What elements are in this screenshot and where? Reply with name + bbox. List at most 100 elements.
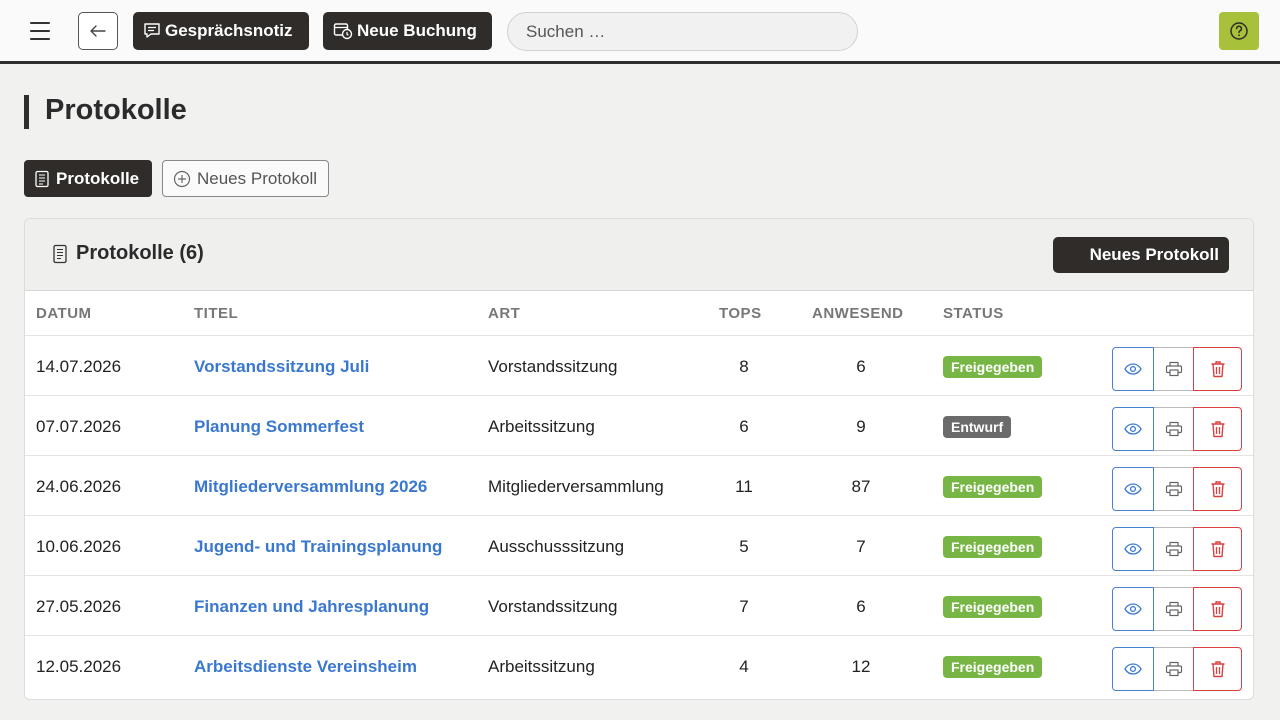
search-input[interactable] bbox=[507, 12, 858, 51]
column-header-datum: DATUM bbox=[36, 305, 92, 322]
row-art: Mitgliederversammlung bbox=[488, 477, 664, 496]
view-button[interactable] bbox=[1112, 647, 1154, 691]
row-tops: 6 bbox=[739, 417, 749, 436]
row-anwesend: 6 bbox=[856, 357, 866, 376]
table-row: 27.05.2026 Finanzen und Jahresplanung Vo… bbox=[25, 575, 1253, 635]
tab-neues-protokoll[interactable]: Neues Protokoll bbox=[162, 160, 329, 197]
table-row: 12.05.2026 Arbeitsdienste Vereinsheim Ar… bbox=[25, 635, 1253, 695]
trash-icon bbox=[1211, 361, 1224, 378]
status-badge: Freigegeben bbox=[943, 656, 1043, 678]
gespraechsnotiz-button[interactable]: Gesprächsnotiz bbox=[133, 12, 309, 50]
trash-icon bbox=[1211, 541, 1224, 558]
view-button[interactable] bbox=[1112, 467, 1154, 511]
tab-protokolle[interactable]: Protokolle bbox=[24, 160, 152, 197]
row-datum: 27.05.2026 bbox=[36, 597, 122, 616]
hamburger-icon[interactable] bbox=[30, 22, 50, 40]
eye-icon bbox=[1124, 483, 1142, 495]
row-titel-link[interactable]: Jugend- und Trainingsplanung bbox=[194, 537, 443, 556]
status-badge: Freigegeben bbox=[943, 356, 1043, 378]
booking-icon bbox=[333, 23, 353, 40]
plus-circle-icon bbox=[173, 170, 191, 187]
eye-icon bbox=[1124, 543, 1142, 555]
help-button[interactable] bbox=[1219, 12, 1259, 50]
delete-button[interactable] bbox=[1193, 587, 1242, 631]
printer-icon bbox=[1165, 601, 1182, 617]
row-titel-link[interactable]: Mitgliederversammlung 2026 bbox=[194, 477, 428, 496]
eye-icon bbox=[1124, 423, 1142, 435]
neues-protokoll-button[interactable]: Neues Protokoll bbox=[1053, 237, 1229, 273]
view-button[interactable] bbox=[1112, 527, 1154, 571]
row-titel-link[interactable]: Vorstandssitzung Juli bbox=[194, 357, 370, 376]
table-row: 10.06.2026 Jugend- und Trainingsplanung … bbox=[25, 515, 1253, 575]
row-art: Ausschusssitzung bbox=[488, 537, 625, 556]
print-button[interactable] bbox=[1154, 587, 1193, 631]
gespraechsnotiz-label: Gesprächsnotiz bbox=[165, 21, 293, 40]
row-art: Vorstandssitzung bbox=[488, 597, 618, 616]
printer-icon bbox=[1165, 361, 1182, 377]
print-button[interactable] bbox=[1154, 407, 1193, 451]
printer-icon bbox=[1165, 421, 1182, 437]
view-button[interactable] bbox=[1112, 347, 1154, 391]
row-datum: 07.07.2026 bbox=[36, 417, 122, 436]
tab-neues-protokoll-label: Neues Protokoll bbox=[197, 168, 318, 188]
view-button[interactable] bbox=[1112, 407, 1154, 451]
row-titel-link[interactable]: Planung Sommerfest bbox=[194, 417, 365, 436]
card-title: Protokolle (6) bbox=[51, 242, 204, 265]
delete-button[interactable] bbox=[1193, 467, 1242, 511]
trash-icon bbox=[1211, 481, 1224, 498]
neue-buchung-label: Neue Buchung bbox=[357, 21, 477, 40]
row-art: Vorstandssitzung bbox=[488, 357, 618, 376]
trash-icon bbox=[1211, 601, 1224, 618]
row-anwesend: 87 bbox=[851, 477, 871, 496]
document-list-icon bbox=[53, 244, 67, 263]
question-icon bbox=[1230, 22, 1248, 40]
row-titel-link[interactable]: Arbeitsdienste Vereinsheim bbox=[194, 657, 417, 676]
row-actions bbox=[1112, 527, 1242, 571]
column-header-art: ART bbox=[488, 305, 521, 322]
delete-button[interactable] bbox=[1193, 347, 1242, 391]
row-tops: 5 bbox=[739, 537, 749, 556]
status-badge: Entwurf bbox=[943, 416, 1012, 438]
neue-buchung-button[interactable]: Neue Buchung bbox=[323, 12, 492, 50]
tab-protokolle-label: Protokolle bbox=[56, 168, 140, 188]
print-button[interactable] bbox=[1154, 347, 1193, 391]
printer-icon bbox=[1165, 541, 1182, 557]
column-header-tops: TOPS bbox=[719, 305, 762, 322]
card-header: Protokolle (6) Neues Protokoll bbox=[25, 219, 1253, 291]
print-button[interactable] bbox=[1154, 647, 1193, 691]
row-actions bbox=[1112, 467, 1242, 511]
trash-icon bbox=[1211, 421, 1224, 438]
print-button[interactable] bbox=[1154, 467, 1193, 511]
note-icon bbox=[144, 23, 160, 38]
delete-button[interactable] bbox=[1193, 407, 1242, 451]
row-tops: 8 bbox=[739, 357, 749, 376]
row-datum: 10.06.2026 bbox=[36, 537, 122, 556]
card-title-label: Protokolle (6) bbox=[76, 242, 204, 264]
table-row: 07.07.2026 Planung Sommerfest Arbeitssit… bbox=[25, 395, 1253, 455]
row-anwesend: 6 bbox=[856, 597, 866, 616]
row-datum: 12.05.2026 bbox=[36, 657, 122, 676]
row-actions bbox=[1112, 587, 1242, 631]
delete-button[interactable] bbox=[1193, 647, 1242, 691]
page-title-accent bbox=[24, 95, 29, 129]
row-tops: 4 bbox=[739, 657, 749, 676]
status-badge: Freigegeben bbox=[943, 536, 1043, 558]
row-datum: 14.07.2026 bbox=[36, 357, 122, 376]
column-header-titel: TITEL bbox=[194, 305, 239, 322]
view-button[interactable] bbox=[1112, 587, 1154, 631]
trash-icon bbox=[1211, 661, 1224, 678]
row-art: Arbeitssitzung bbox=[488, 417, 595, 436]
status-badge: Freigegeben bbox=[943, 596, 1043, 618]
protokolle-card: Protokolle (6) Neues Protokoll DATUM TIT… bbox=[24, 218, 1254, 700]
delete-button[interactable] bbox=[1193, 527, 1242, 571]
column-header-anwesend: ANWESEND bbox=[812, 305, 904, 322]
eye-icon bbox=[1124, 663, 1142, 675]
row-titel-link[interactable]: Finanzen und Jahresplanung bbox=[194, 597, 430, 616]
top-bar: Gesprächsnotiz Neue Buchung bbox=[0, 0, 1280, 64]
document-list-icon bbox=[35, 170, 49, 187]
column-header-status: STATUS bbox=[943, 305, 1004, 322]
row-datum: 24.06.2026 bbox=[36, 477, 122, 496]
print-button[interactable] bbox=[1154, 527, 1193, 571]
row-tops: 7 bbox=[739, 597, 749, 616]
back-button[interactable] bbox=[78, 12, 118, 50]
